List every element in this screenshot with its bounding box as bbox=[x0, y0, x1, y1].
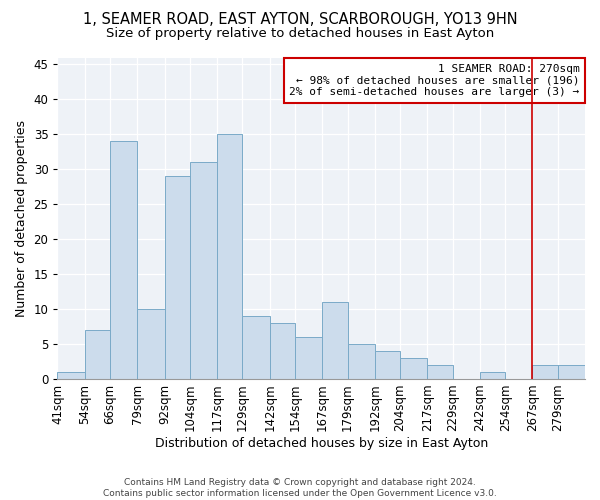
Bar bbox=[480, 372, 505, 379]
Bar bbox=[137, 309, 164, 379]
Bar bbox=[58, 372, 85, 379]
Bar bbox=[270, 323, 295, 379]
Bar bbox=[400, 358, 427, 379]
Bar bbox=[110, 142, 137, 379]
X-axis label: Distribution of detached houses by size in East Ayton: Distribution of detached houses by size … bbox=[155, 437, 488, 450]
Bar bbox=[532, 365, 557, 379]
Bar bbox=[322, 302, 347, 379]
Text: 1 SEAMER ROAD: 270sqm
← 98% of detached houses are smaller (196)
2% of semi-deta: 1 SEAMER ROAD: 270sqm ← 98% of detached … bbox=[289, 64, 580, 97]
Bar bbox=[295, 337, 322, 379]
Bar bbox=[190, 162, 217, 379]
Bar bbox=[375, 351, 400, 379]
Bar bbox=[164, 176, 190, 379]
Bar bbox=[427, 365, 452, 379]
Text: Contains HM Land Registry data © Crown copyright and database right 2024.
Contai: Contains HM Land Registry data © Crown c… bbox=[103, 478, 497, 498]
Text: Size of property relative to detached houses in East Ayton: Size of property relative to detached ho… bbox=[106, 28, 494, 40]
Bar bbox=[85, 330, 110, 379]
Text: 1, SEAMER ROAD, EAST AYTON, SCARBOROUGH, YO13 9HN: 1, SEAMER ROAD, EAST AYTON, SCARBOROUGH,… bbox=[83, 12, 517, 28]
Bar bbox=[347, 344, 375, 379]
Bar bbox=[557, 365, 585, 379]
Bar bbox=[217, 134, 242, 379]
Bar bbox=[242, 316, 270, 379]
Y-axis label: Number of detached properties: Number of detached properties bbox=[15, 120, 28, 316]
